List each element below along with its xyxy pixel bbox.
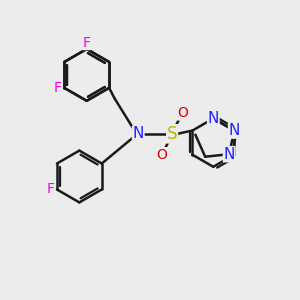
Text: F: F	[83, 35, 91, 50]
Text: O: O	[177, 106, 188, 120]
Text: N: N	[224, 147, 235, 162]
Text: N: N	[229, 123, 240, 138]
Text: F: F	[54, 81, 62, 95]
Text: N: N	[208, 111, 219, 126]
Text: F: F	[46, 182, 54, 197]
Text: O: O	[156, 148, 167, 162]
Text: S: S	[167, 125, 177, 143]
Text: N: N	[133, 126, 144, 141]
